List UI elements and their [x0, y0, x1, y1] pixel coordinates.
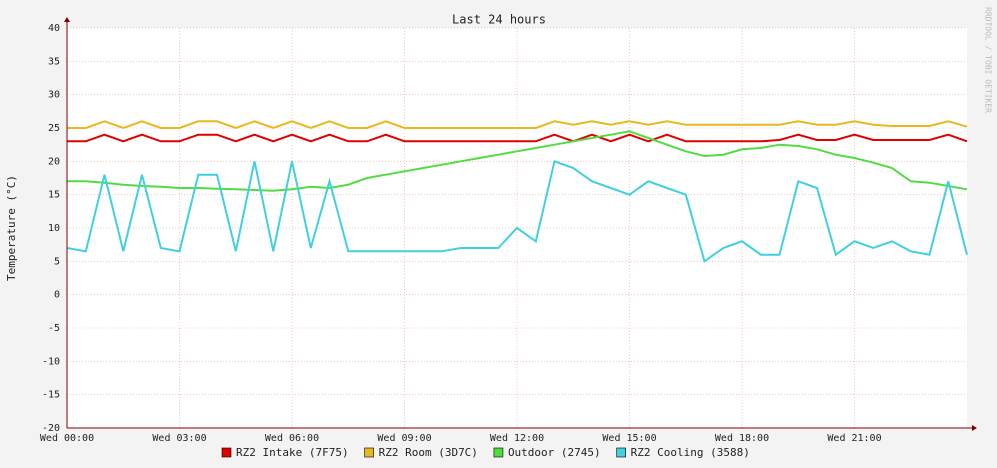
- y-tick-label: 20: [48, 156, 60, 167]
- series-line: [67, 133, 968, 143]
- x-arrow: [972, 425, 977, 431]
- y-tick-label: 25: [48, 123, 60, 134]
- x-tick-label: Wed 00:00: [40, 433, 94, 444]
- legend-swatch: [364, 447, 374, 458]
- y-axis-label: Temperature (°C): [5, 175, 18, 281]
- x-tick-label: Wed 06:00: [265, 433, 319, 444]
- x-tick-label: Wed 09:00: [377, 433, 431, 444]
- y-tick-label: 35: [48, 56, 60, 67]
- y-tick-label: 15: [48, 190, 60, 201]
- y-tick-label: 30: [48, 90, 60, 101]
- x-tick-label: Wed 15:00: [602, 433, 656, 444]
- y-tick-label: -15: [42, 390, 60, 401]
- y-tick-label: 40: [48, 23, 60, 34]
- legend-label: Outdoor (2745): [508, 446, 601, 459]
- x-tick-label: Wed 18:00: [715, 433, 769, 444]
- y-arrow: [64, 17, 70, 22]
- y-tick-label: -10: [42, 356, 60, 367]
- chart-title: Last 24 hours: [452, 13, 546, 27]
- legend-label: RZ2 Cooling (3588): [631, 446, 750, 459]
- y-tick-label: 5: [54, 256, 60, 267]
- series-line: [67, 130, 968, 192]
- y-tick-label: 10: [48, 223, 60, 234]
- y-tick-label: 0: [54, 290, 60, 301]
- series-line: [67, 120, 968, 130]
- y-tick-label: -5: [48, 323, 60, 334]
- series-line: [66, 159, 968, 263]
- x-tick-label: Wed 21:00: [827, 433, 881, 444]
- y-tick-label: -20: [42, 423, 60, 434]
- legend-swatch: [616, 447, 626, 458]
- x-tick-label: Wed 12:00: [490, 433, 544, 444]
- legend-label: RZ2 Intake (7F75): [236, 446, 349, 459]
- legend-swatch: [493, 447, 504, 458]
- legend-swatch: [221, 447, 232, 458]
- legend-label: RZ2 Room (3D7C): [379, 446, 478, 459]
- watermark: RRDTOOL / TOBI OETIKER: [984, 7, 993, 113]
- legend: RZ2 Intake (7F75) RZ2 Room (3D7C) Outdoor …: [221, 446, 750, 459]
- lines: [66, 120, 968, 263]
- axes: [64, 17, 977, 431]
- x-tick-label: Wed 03:00: [152, 433, 206, 444]
